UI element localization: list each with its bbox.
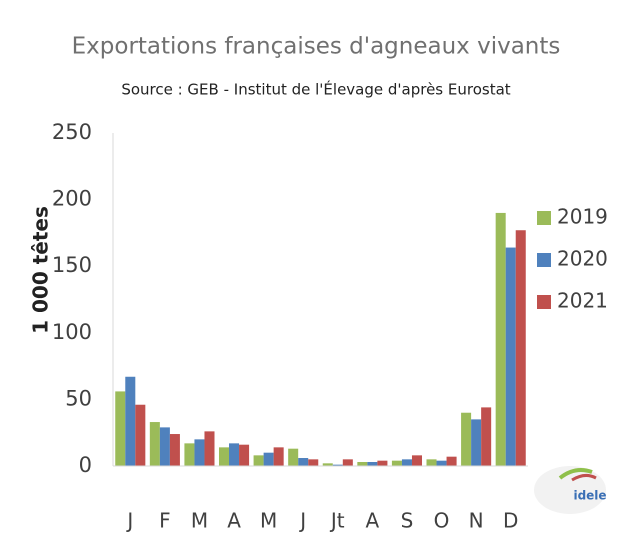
legend-swatch <box>537 295 551 309</box>
bar <box>263 452 274 466</box>
bar <box>481 407 492 466</box>
bar <box>149 422 160 466</box>
logo-swoosh <box>571 473 597 482</box>
logo-text: idele <box>573 489 606 503</box>
bar <box>322 463 333 466</box>
bar <box>239 444 250 466</box>
bar <box>367 462 378 466</box>
y-tick-label: 0 <box>79 453 92 477</box>
x-tick-label: Jt <box>329 509 345 533</box>
bar <box>253 455 264 466</box>
x-tick-label: M <box>191 509 208 533</box>
bar <box>194 439 205 466</box>
x-tick-label: M <box>260 509 277 533</box>
bar <box>411 455 423 466</box>
bar <box>391 460 402 466</box>
bar <box>159 427 170 466</box>
legend-swatch <box>537 253 551 267</box>
bar <box>377 460 388 466</box>
bar <box>288 448 299 466</box>
chart-subtitle: Source : GEB - Institut de l'Élevage d'a… <box>121 80 510 99</box>
logo-swoosh <box>558 468 593 480</box>
x-tick-label: N <box>469 509 484 533</box>
x-tick-label: J <box>125 509 133 533</box>
bar <box>169 434 180 466</box>
y-tick-label: 250 <box>52 120 92 144</box>
bar <box>515 230 526 466</box>
bar <box>426 459 437 466</box>
x-tick-label: A <box>227 509 241 533</box>
x-tick-label: D <box>503 509 518 533</box>
bar <box>446 456 457 466</box>
logo: idele <box>534 466 607 514</box>
bar <box>218 447 230 466</box>
bar <box>461 412 472 466</box>
x-tick-label: J <box>298 509 306 533</box>
bar <box>204 431 215 466</box>
y-tick-label: 200 <box>52 187 92 211</box>
legend-label: 2021 <box>557 289 608 313</box>
bar <box>401 459 412 466</box>
y-tick-label: 100 <box>52 320 92 344</box>
bar <box>135 404 146 466</box>
bar <box>308 459 319 466</box>
legend-label: 2020 <box>557 247 608 271</box>
x-tick-label: O <box>434 509 450 533</box>
legend-label: 2019 <box>557 205 608 229</box>
x-tick-label: F <box>159 509 171 533</box>
bar <box>125 376 136 466</box>
x-tick-label: A <box>366 509 380 533</box>
bar <box>115 391 126 466</box>
y-tick-label: 50 <box>65 386 92 410</box>
chart-title: Exportations françaises d'agneaux vivant… <box>72 34 561 60</box>
bar <box>273 447 284 466</box>
bar <box>357 462 368 466</box>
bar <box>471 419 482 466</box>
legend-swatch <box>537 211 551 225</box>
bar <box>436 460 447 466</box>
logo-shape <box>534 466 606 514</box>
bar <box>298 458 309 466</box>
bar <box>342 459 353 466</box>
y-tick-label: 150 <box>52 253 92 277</box>
bar <box>332 464 343 466</box>
bar <box>184 443 195 466</box>
x-tick-label: S <box>401 509 414 533</box>
bar <box>229 443 240 466</box>
bar <box>495 212 506 466</box>
bar <box>505 247 516 466</box>
y-axis-label: 1 000 têtes <box>29 206 53 334</box>
